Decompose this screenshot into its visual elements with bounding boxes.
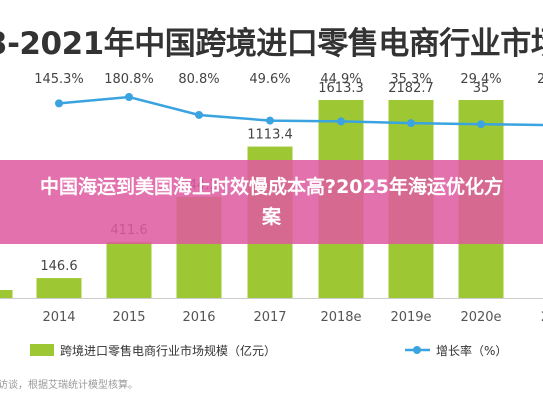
bar-2014 [36, 278, 82, 298]
growth-line-layer: 145.3% 180.8% 80.8% 49.6% 44.9% 35.3% 29.4% 25 [34, 72, 543, 129]
growth-point [266, 116, 274, 125]
bar-value-label: 146.6 [40, 259, 77, 274]
growth-point [337, 117, 345, 126]
bar-value-label: 1613.3 [318, 81, 364, 96]
legend: 跨境进口零售电商行业市场规模（亿元） 增长率（%） [30, 343, 507, 358]
legend-bar-label: 跨境进口零售电商行业市场规模（亿元） [60, 343, 276, 358]
bar-value-label: 35 [473, 81, 490, 96]
x-tick-label: 2017 [253, 310, 286, 325]
chart-title: 3-2021年中国跨境进口零售电商行业市场 [0, 26, 543, 62]
bar-3 [0, 290, 13, 298]
growth-value-label: 29.4% [460, 72, 501, 87]
growth-value-label: 35.3% [390, 72, 431, 87]
bar-value-label: 1113.4 [247, 128, 293, 143]
growth-value-label: 49.6% [249, 72, 290, 87]
growth-value-label: 25 [537, 72, 543, 87]
growth-value-label: 44.9% [320, 72, 361, 87]
x-tick-label: 2019e [390, 310, 431, 325]
bar-2015 [106, 242, 152, 298]
legend-line-marker [413, 346, 421, 354]
growth-value-label: 180.8% [104, 72, 154, 87]
growth-line [58, 95, 543, 127]
legend-bar-swatch [30, 344, 54, 356]
growth-point [407, 119, 415, 128]
growth-value-label: 145.3% [34, 72, 84, 87]
banner-text: 中国海运到美国海上时效慢成本高?2025年海运优化方案 [40, 176, 503, 228]
x-tick-label: 2014 [42, 310, 75, 325]
growth-point [477, 120, 485, 129]
x-tick-label: 2 [541, 310, 543, 325]
bar-value-label: 2182.7 [388, 81, 434, 96]
legend-line-label: 增长率（%） [436, 343, 507, 358]
x-tick-label: 2016 [182, 310, 215, 325]
growth-point [55, 99, 63, 108]
growth-point [195, 110, 203, 119]
growth-point [125, 93, 133, 101]
x-tick-label: 2020e [460, 310, 501, 325]
x-tick-label: 2015 [112, 310, 145, 325]
x-tick-label: 2018e [320, 310, 361, 325]
x-axis: 320142015201620172018e2019e2020e2 [0, 298, 543, 325]
overlay-banner[interactable]: 中国海运到美国海上时效慢成本高?2025年海运优化方案 [0, 160, 543, 244]
growth-value-label: 80.8% [178, 72, 219, 87]
source-note: 访谈，根据艾瑞统计模型核算。 [0, 380, 138, 391]
